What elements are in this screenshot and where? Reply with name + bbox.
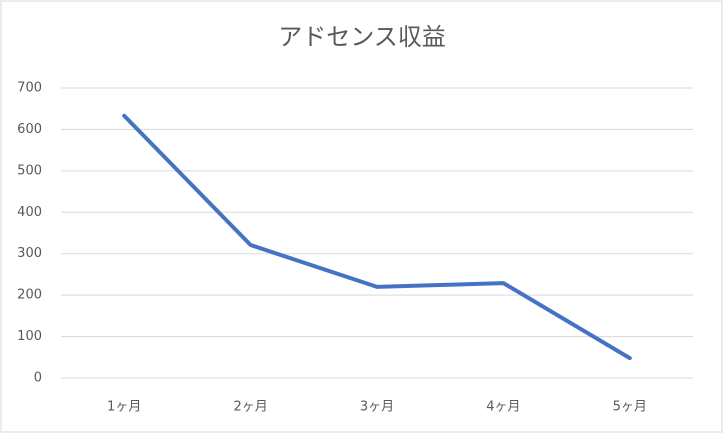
y-tick-label: 0 [34, 371, 42, 386]
x-tick-label: 3ヶ月 [360, 400, 394, 415]
y-tick-label: 300 [17, 246, 42, 261]
y-tick-label: 200 [17, 288, 42, 303]
x-tick-label: 2ヶ月 [233, 400, 267, 415]
y-tick-label: 700 [17, 81, 42, 96]
y-tick-label: 400 [17, 205, 42, 220]
y-tick-label: 600 [17, 122, 42, 137]
chart-title: アドセンス収益 [278, 23, 446, 51]
y-tick-label: 100 [17, 329, 42, 344]
x-tick-label: 1ヶ月 [107, 400, 141, 415]
data-line [122, 113, 632, 361]
x-tick-label: 4ヶ月 [486, 400, 520, 415]
x-tick-label: 5ヶ月 [613, 400, 647, 415]
y-tick-label: 500 [17, 163, 42, 178]
